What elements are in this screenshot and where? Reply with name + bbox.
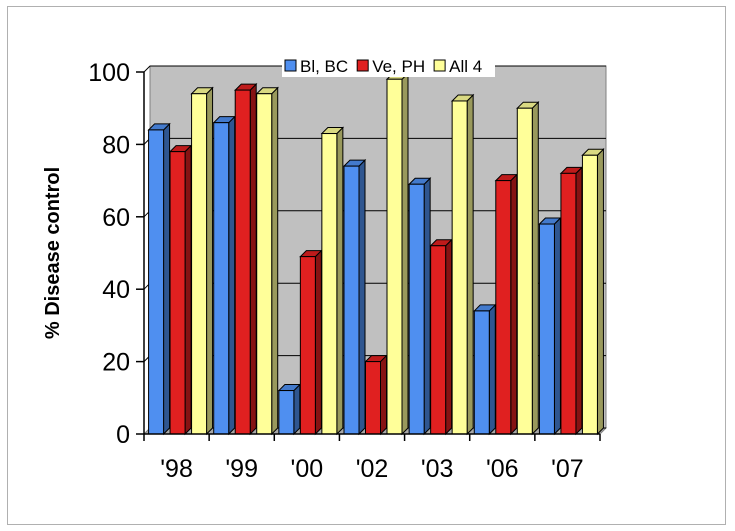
y-tick-label: 100 <box>88 59 130 87</box>
bar-side-face <box>358 158 366 436</box>
bar-side-face <box>314 249 322 436</box>
bar <box>538 216 562 436</box>
bar-side-face <box>401 72 409 436</box>
bar-side-face <box>488 303 496 436</box>
bar <box>516 100 540 436</box>
bar-side-face <box>293 383 301 436</box>
bar-front-face <box>560 172 577 435</box>
bar-front-face <box>191 93 208 435</box>
axes <box>136 71 601 441</box>
bar-side-face <box>510 173 518 436</box>
bar-front-face <box>234 89 251 435</box>
bar-front-face <box>473 310 490 435</box>
bar <box>277 383 302 436</box>
bar-side-face <box>596 148 604 436</box>
bar <box>255 86 279 436</box>
bar-front-face <box>278 390 295 435</box>
bar-side-face <box>249 82 257 436</box>
legend-swatch <box>356 59 369 72</box>
bar-front-face <box>343 165 360 435</box>
bar <box>429 238 453 436</box>
bar <box>147 122 171 436</box>
bar-side-face <box>466 93 474 436</box>
bar-front-face <box>581 154 598 435</box>
y-tick-label: 40 <box>102 276 130 304</box>
y-axis-label: % Disease control <box>42 167 64 339</box>
bar <box>168 144 193 436</box>
bar <box>450 93 475 436</box>
gridline-depth <box>143 65 151 73</box>
bar <box>320 126 345 436</box>
x-tick-label: '02 <box>356 455 389 483</box>
bar-front-face <box>256 93 273 435</box>
bar <box>559 166 584 436</box>
bar-side-face <box>553 216 561 436</box>
bar-front-face <box>365 361 381 435</box>
bar-side-face <box>531 100 539 436</box>
x-tick-label: '06 <box>486 455 519 483</box>
bar-side-face <box>206 86 214 436</box>
bar <box>581 148 605 436</box>
bar-side-face <box>163 122 171 436</box>
bar-front-face <box>451 100 468 435</box>
bar-side-face <box>380 354 387 436</box>
bar <box>473 303 497 436</box>
legend-swatch <box>433 59 446 72</box>
bar-front-face <box>299 256 316 435</box>
x-tick-label: '98 <box>160 455 193 483</box>
bar-side-face <box>228 115 236 436</box>
bar-side-face <box>445 238 453 436</box>
y-tick-label: 60 <box>102 204 130 232</box>
legend-label: Bl, BC <box>300 57 348 76</box>
x-tick-label: '03 <box>421 455 454 483</box>
bar-front-face <box>148 129 165 435</box>
bar-side-face <box>423 177 431 436</box>
bar-side-face <box>575 166 583 436</box>
x-tick-labels: '98 '99 '00 '02 '03 '06 '07 <box>160 455 583 483</box>
bar-side-face <box>271 86 279 436</box>
bar <box>212 115 236 436</box>
bar-front-face <box>321 133 338 435</box>
legend-label: All 4 <box>449 57 482 76</box>
bar-front-face <box>169 151 186 435</box>
bars <box>147 72 605 436</box>
bar <box>234 82 258 436</box>
y-tick-label: 0 <box>116 421 130 449</box>
legend-label: Ve, PH <box>372 57 425 76</box>
x-tick-label: '00 <box>291 455 324 483</box>
y-tick-label: 20 <box>102 349 130 377</box>
bar-front-face <box>386 78 403 435</box>
legend: Bl, BC Ve, PH All 4 <box>282 55 495 77</box>
x-tick-label: '07 <box>551 455 584 483</box>
y-tick-label: 80 <box>102 131 130 159</box>
bar-side-face <box>336 126 344 436</box>
bar-front-face <box>408 183 425 435</box>
legend-item: All 4 <box>433 57 482 76</box>
y-tick-labels: 0 20 40 60 80 100 <box>88 59 130 449</box>
bar-front-face <box>538 223 555 435</box>
bar <box>385 72 410 436</box>
bar <box>299 249 323 436</box>
bar-front-face <box>516 107 533 435</box>
legend-item: Ve, PH <box>356 57 425 76</box>
bar-side-face <box>184 144 192 436</box>
bar-front-face <box>430 245 447 435</box>
legend-item: Bl, BC <box>284 57 348 76</box>
bar <box>407 177 432 436</box>
bar <box>342 158 367 436</box>
bar-front-face <box>213 122 230 435</box>
bar <box>190 86 214 436</box>
bar-front-face <box>495 180 512 435</box>
x-tick-label: '99 <box>225 455 258 483</box>
bar <box>364 354 388 436</box>
legend-swatch <box>284 59 297 72</box>
bar <box>494 173 518 436</box>
